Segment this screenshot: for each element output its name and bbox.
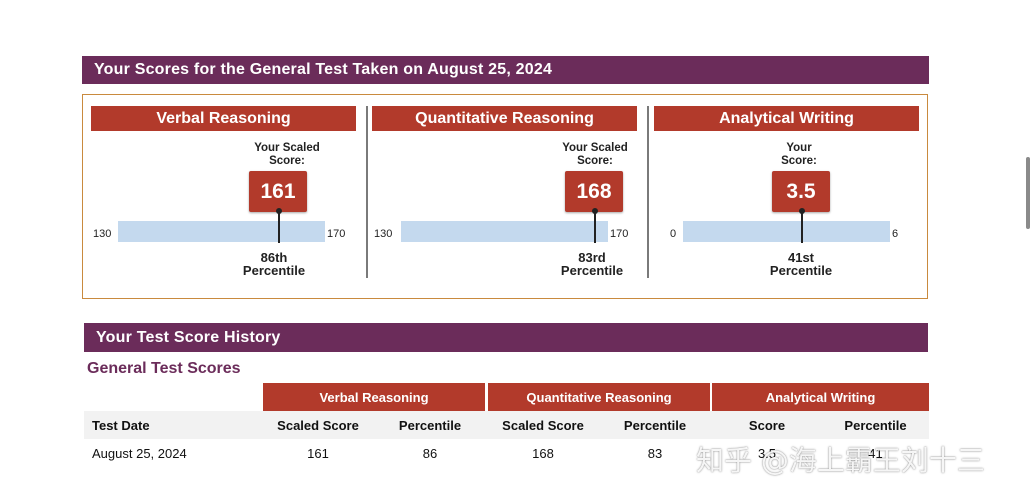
section-divider — [366, 106, 368, 278]
verbal-scale-bar — [118, 221, 325, 242]
verbal-section: Verbal Reasoning Your Scaled Score: 161 … — [91, 95, 357, 298]
row-test-date: August 25, 2024 — [92, 445, 187, 461]
row-quant-percentile: 83 — [647, 445, 663, 461]
verbal-score-needle — [278, 212, 280, 243]
col-verbal-scaled: Scaled Score — [277, 417, 359, 433]
history-group-quant: Quantitative Reasoning — [488, 383, 710, 411]
quant-percentile: 83rd Percentile — [560, 250, 624, 278]
writing-section: Analytical Writing Your Score: 3.5 0 6 4… — [654, 95, 920, 298]
quant-your-score-label: Your Scaled Score: — [562, 142, 628, 167]
general-test-scores-title: General Test Scores — [87, 360, 241, 377]
section-divider — [647, 106, 649, 278]
writing-your-score-label: Your Score: — [781, 142, 817, 167]
row-verbal-score: 161 — [307, 445, 329, 461]
col-writing-percentile: Percentile — [844, 417, 907, 433]
col-verbal-percentile: Percentile — [398, 417, 462, 433]
quant-section-title: Quantitative Reasoning — [372, 106, 637, 131]
verbal-scale-max: 170 — [327, 228, 346, 240]
quant-score-box: 168 — [565, 171, 623, 212]
verbal-percentile: 86th Percentile — [242, 250, 306, 278]
writing-score-needle — [801, 212, 803, 243]
col-test-date: Test Date — [92, 417, 150, 433]
row-writing-score: 3.5 — [757, 445, 777, 461]
writing-scale-bar — [683, 221, 890, 242]
verbal-scale-min: 130 — [93, 228, 112, 240]
col-writing-score: Score — [748, 417, 786, 433]
writing-scale-max: 6 — [892, 228, 899, 240]
quant-needle-dot — [592, 208, 598, 214]
row-verbal-percentile: 86 — [422, 445, 438, 461]
quant-scale-max: 170 — [610, 228, 629, 240]
col-quant-percentile: Percentile — [623, 417, 687, 433]
history-group-verbal: Verbal Reasoning — [263, 383, 485, 411]
score-history-header: Your Test Score History — [84, 323, 928, 352]
col-quant-scaled: Scaled Score — [502, 417, 584, 433]
score-summary-panel: Verbal Reasoning Your Scaled Score: 161 … — [82, 94, 928, 299]
quant-section: Quantitative Reasoning Your Scaled Score… — [372, 95, 638, 298]
writing-score-box: 3.5 — [772, 171, 830, 212]
verbal-your-score-label: Your Scaled Score: — [254, 142, 320, 167]
history-group-writing: Analytical Writing — [712, 383, 929, 411]
verbal-section-title: Verbal Reasoning — [91, 106, 356, 131]
quant-score-needle — [594, 212, 596, 243]
verbal-needle-dot — [276, 208, 282, 214]
quant-scale-min: 130 — [374, 228, 393, 240]
writing-section-title: Analytical Writing — [654, 106, 919, 131]
writing-percentile: 41st Percentile — [769, 250, 833, 278]
row-writing-percentile: 41 — [868, 445, 883, 461]
history-column-header-row — [84, 411, 929, 439]
row-quant-score: 168 — [532, 445, 554, 461]
score-summary-header: Your Scores for the General Test Taken o… — [82, 56, 929, 84]
quant-scale-bar — [401, 221, 608, 242]
verbal-score-box: 161 — [249, 171, 307, 212]
writing-scale-min: 0 — [670, 228, 677, 240]
vertical-scrollbar[interactable] — [1026, 157, 1030, 229]
watermark: 知乎 @海上霸王刘十三 — [696, 444, 985, 477]
writing-needle-dot — [799, 208, 805, 214]
